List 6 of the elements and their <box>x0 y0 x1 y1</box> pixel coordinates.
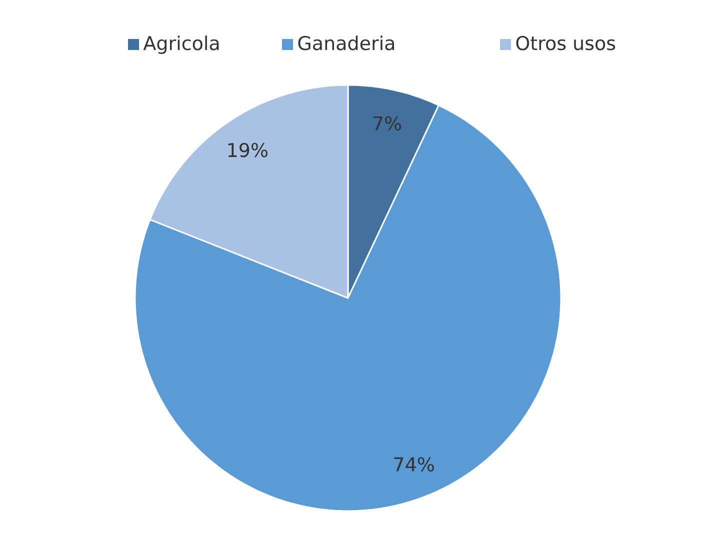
data-label: 19% <box>228 142 268 158</box>
data-label: 74% <box>394 457 434 472</box>
legend-label: Otros usos <box>516 36 616 50</box>
legend-label: Agricola <box>143 36 219 54</box>
legend-label: Ganaderia <box>298 36 394 50</box>
data-label: 7% <box>374 116 402 131</box>
